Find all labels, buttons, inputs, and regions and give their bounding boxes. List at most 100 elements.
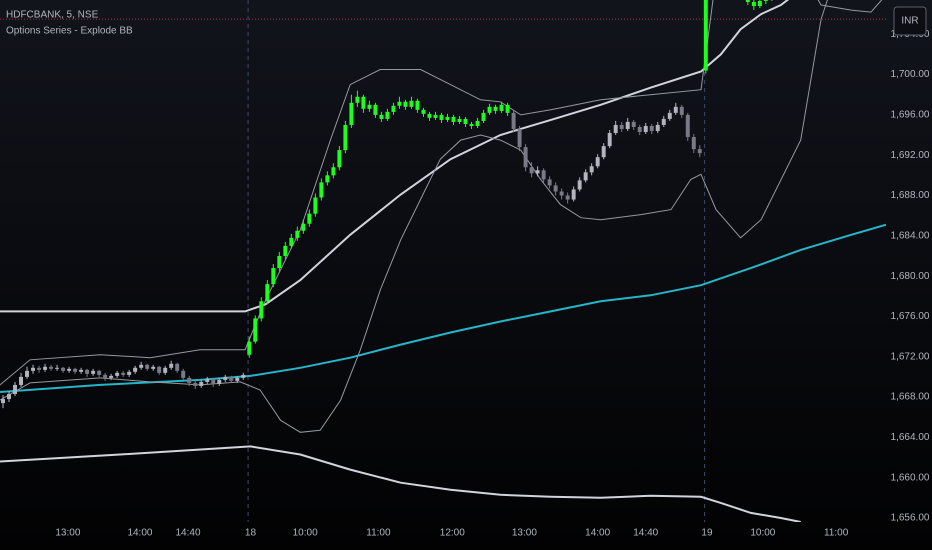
y-tick-label: 1,692.00	[891, 150, 930, 161]
candle-body	[541, 170, 546, 180]
y-tick-label: 1,660.00	[891, 472, 930, 483]
candle-body	[223, 376, 228, 380]
candle-body	[25, 370, 30, 377]
candle-body	[667, 112, 672, 119]
candle-body	[679, 106, 684, 115]
candle-body	[1, 399, 5, 404]
candle-body	[445, 116, 450, 120]
candle-body	[703, 0, 708, 71]
candle-body	[649, 125, 654, 132]
candle-body	[673, 106, 678, 113]
x-tick-label: 14:00	[585, 528, 610, 539]
y-tick-label: 1,668.00	[891, 392, 930, 403]
candle-body	[115, 372, 120, 376]
candle-body	[181, 370, 186, 378]
candle-body	[625, 121, 630, 129]
x-tick-label: 14:00	[127, 528, 152, 539]
candle-body	[697, 149, 702, 154]
candle-body	[343, 124, 348, 151]
candle-body	[199, 381, 204, 386]
candle-body	[169, 363, 174, 368]
candle-body	[685, 114, 690, 138]
candle-body	[151, 366, 156, 369]
candle-body	[457, 118, 462, 122]
x-tick-label: 12:00	[440, 528, 465, 539]
candle-body	[391, 105, 396, 112]
candle-body	[487, 106, 492, 113]
candle-body	[193, 382, 198, 386]
x-tick-label: 19	[701, 528, 713, 539]
candle-body	[643, 125, 648, 133]
candle-body	[517, 128, 522, 148]
currency-label[interactable]: INR	[901, 16, 918, 27]
candle-body	[211, 378, 216, 384]
candle-body	[505, 104, 510, 113]
candle-body	[19, 376, 24, 385]
candle-body	[91, 370, 96, 374]
candle-body	[595, 157, 600, 167]
candle-body	[109, 375, 114, 378]
candle-body	[217, 379, 222, 384]
currency-box[interactable]	[893, 6, 927, 36]
candle-body	[55, 367, 60, 369]
y-tick-label: 1,656.00	[891, 513, 930, 524]
y-tick-label: 1,680.00	[891, 271, 930, 282]
x-tick-label: 11:00	[824, 528, 849, 539]
y-tick-label: 1,672.00	[891, 351, 930, 362]
candle-body	[31, 367, 36, 371]
x-tick-label: 10:00	[750, 528, 775, 539]
plot-area	[0, 0, 886, 522]
candle-body	[85, 369, 90, 374]
candle-body	[565, 195, 570, 200]
candle-body	[571, 189, 576, 200]
candle-body	[43, 366, 48, 370]
candle-body	[637, 126, 642, 133]
candle-body	[361, 96, 366, 109]
candle-body	[145, 364, 150, 369]
candle-body	[127, 371, 132, 375]
candle-body	[409, 100, 414, 107]
candle-body	[691, 137, 696, 150]
candle-body	[37, 367, 42, 370]
candle-body	[307, 213, 312, 224]
indicator-line	[0, 0, 828, 433]
y-tick-label: 1,688.00	[891, 190, 930, 201]
candle-body	[133, 367, 138, 372]
candle-body	[337, 150, 342, 168]
candle-body	[655, 124, 660, 132]
candle-body	[103, 374, 108, 378]
candle-body	[421, 109, 426, 114]
candle-body	[271, 268, 276, 285]
indicator-name: Options Series - Explode BB	[6, 26, 133, 37]
candle-body	[205, 378, 210, 382]
y-tick-label: 1,684.00	[891, 230, 930, 241]
candle-body	[187, 377, 192, 383]
candle-body	[535, 170, 540, 174]
candle-body	[175, 363, 180, 371]
candle-body	[493, 106, 498, 111]
candle-body	[121, 372, 126, 375]
candle-body	[751, 2, 756, 7]
x-tick-label: 11:00	[366, 528, 391, 539]
candle-body	[469, 123, 474, 126]
x-tick-label: 14:40	[175, 528, 200, 539]
candle-body	[475, 120, 480, 126]
candle-body	[355, 96, 360, 103]
candle-body	[301, 223, 306, 231]
x-tick-label: 14:40	[633, 528, 658, 539]
candle-body	[547, 179, 552, 186]
candle-body	[439, 114, 444, 120]
candle-body	[763, 0, 768, 2]
candle-body	[331, 167, 336, 176]
indicator-line	[0, 0, 883, 386]
candle-body	[433, 114, 438, 118]
candle-body	[163, 367, 168, 373]
candle-body	[589, 166, 594, 173]
candle-body	[559, 191, 564, 196]
candle-body	[61, 367, 66, 371]
candle-body	[607, 133, 612, 147]
candle-body	[367, 104, 372, 109]
x-tick-label: 18	[245, 528, 257, 539]
